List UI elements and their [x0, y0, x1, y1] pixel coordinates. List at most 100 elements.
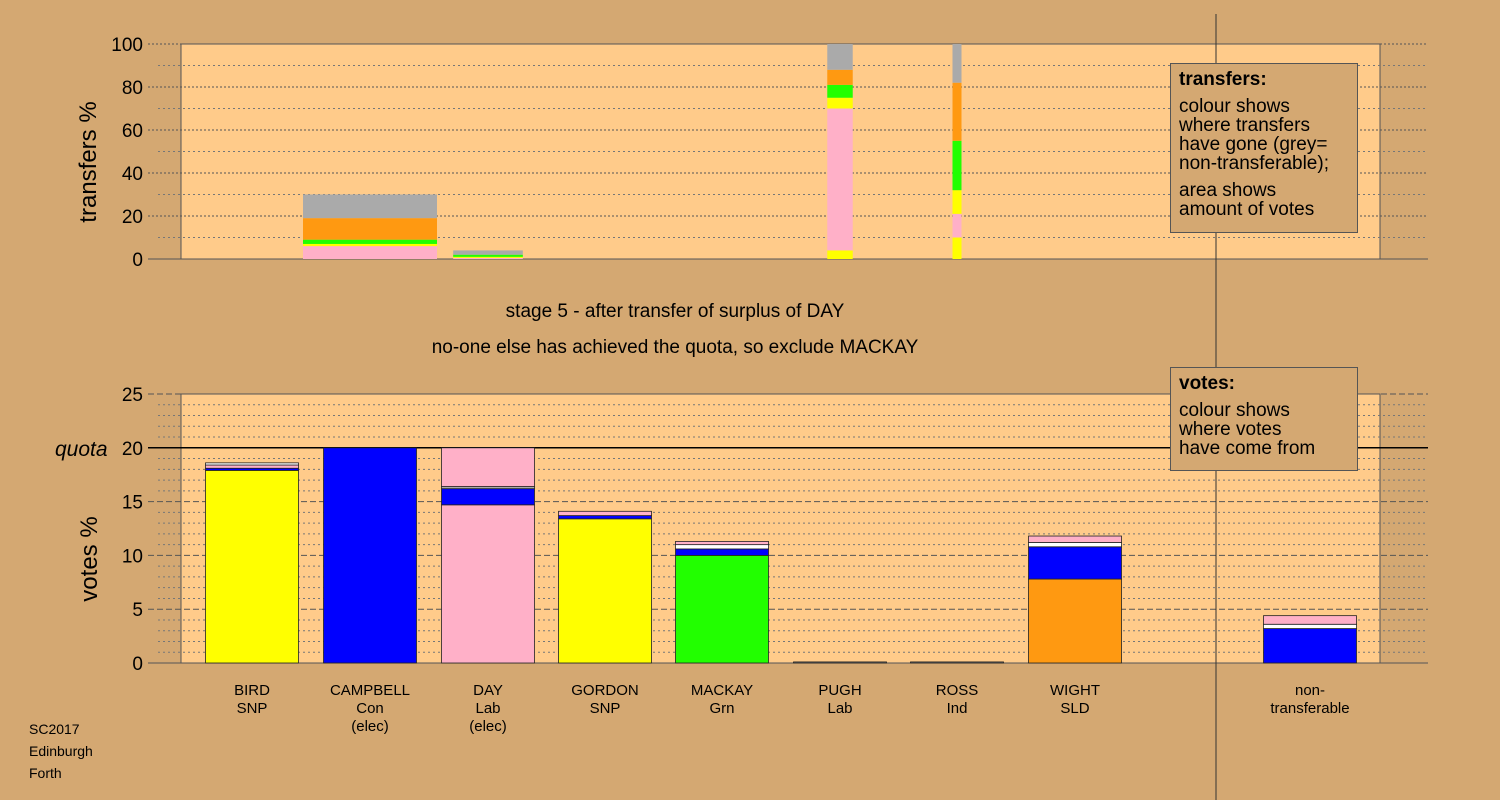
vote-bar-segment [558, 518, 652, 664]
vote-bar-segment [675, 548, 769, 556]
quota-label: quota [55, 438, 108, 461]
transfer-bar-segment [303, 243, 437, 247]
vote-bar-segment [675, 555, 769, 664]
legend-text: where transfers [1179, 115, 1310, 136]
vote-bar-segment [441, 447, 535, 487]
election-footer: SC2017 Edinburgh Forth [29, 718, 93, 784]
vote-bar-segment [205, 469, 299, 664]
candidate-status: (elec) [469, 718, 507, 735]
top-y-axis-label: transfers % [75, 101, 102, 223]
vote-bar-segment [205, 464, 299, 469]
candidate-label: CAMPBELL Con (elec) [315, 682, 425, 736]
transfer-bar-segment [952, 44, 962, 83]
vote-bar-segment [1028, 546, 1122, 580]
candidate-name: MACKAY [690, 682, 754, 699]
transfers-y-tick-label: 20 [122, 207, 143, 228]
transfer-bar-segment [952, 190, 962, 214]
vote-bar-segment [675, 541, 769, 546]
transfers-y-tick-label: 100 [111, 35, 143, 56]
transfer-bar-segment [453, 257, 523, 259]
footer-line: Edinburgh [29, 743, 93, 759]
candidate-party: Lab [827, 700, 853, 717]
transfer-bar-segment [827, 108, 853, 251]
transfer-bar-segment [827, 69, 853, 85]
legend-text: colour shows [1179, 96, 1290, 117]
stage-caption: stage 5 - after transfer of surplus of D… [505, 301, 845, 322]
candidate-name: DAY [473, 682, 503, 699]
transfers-y-tick-label: 60 [122, 121, 143, 142]
candidate-label: non-transferable [1255, 682, 1365, 718]
footer-line: Forth [29, 765, 62, 781]
vote-bar-segment [1028, 535, 1122, 543]
transfers-y-tick-label: 80 [122, 78, 143, 99]
vote-bar-segment [1263, 623, 1357, 629]
legend-text: area shows [1179, 180, 1277, 201]
vote-bar-segment [1028, 578, 1122, 664]
candidate-label: MACKAY Grn [667, 682, 777, 718]
transfer-bar-segment [453, 254, 523, 257]
votes-y-tick-label: 0 [132, 654, 143, 675]
transfer-bar-segment [827, 44, 853, 70]
vote-bar-segment [1263, 628, 1357, 664]
vote-bar-segment [675, 544, 769, 550]
candidate-label: WIGHT SLD [1020, 682, 1130, 718]
transfers-legend-title: transfers: [1179, 69, 1267, 90]
candidate-name: non- [1294, 682, 1326, 699]
transfers-y-tick-label: 40 [122, 164, 143, 185]
candidate-label: GORDON SNP [550, 682, 660, 718]
candidate-label: ROSS Ind [902, 682, 1012, 718]
candidate-name: PUGH [818, 682, 862, 699]
legend-text: have come from [1179, 438, 1316, 459]
votes-legend: votes: colour shows where votes have com… [1170, 367, 1358, 471]
transfer-bar-segment [303, 218, 437, 240]
candidate-party: Grn [709, 700, 735, 717]
candidate-label: DAY Lab (elec) [433, 682, 543, 736]
footer-line: SC2017 [29, 721, 80, 737]
transfer-bar-segment [827, 97, 853, 109]
transfer-bar-segment [303, 239, 437, 244]
candidate-status: (elec) [351, 718, 389, 735]
votes-legend-title: votes: [1179, 373, 1235, 394]
vote-bar-segment [558, 510, 652, 516]
votes-y-tick-label: 5 [132, 600, 143, 621]
candidate-name: CAMPBELL [329, 682, 411, 699]
candidate-label: PUGH Lab [785, 682, 895, 718]
transfer-bar-segment [303, 246, 437, 259]
candidate-party: SLD [1060, 700, 1090, 717]
legend-text: non-transferable); [1179, 153, 1329, 174]
candidate-party: SNP [236, 700, 268, 717]
legend-text: have gone (grey= [1179, 134, 1328, 155]
candidate-label: BIRD SNP [197, 682, 307, 718]
legend-text: colour shows [1179, 400, 1290, 421]
vote-bar-segment [1263, 615, 1357, 625]
transfer-bar-segment [827, 250, 853, 259]
transfer-bar-segment [303, 194, 437, 219]
transfer-bar-segment [453, 256, 523, 258]
candidate-name: GORDON [571, 682, 639, 699]
vote-bar-segment [205, 462, 299, 466]
candidate-party: Con [356, 700, 384, 717]
candidate-party: Lab [475, 700, 501, 717]
legend-text: amount of votes [1179, 199, 1315, 220]
candidate-party: Ind [946, 700, 968, 717]
transfer-bar-segment [827, 84, 853, 98]
votes-y-tick-label: 10 [122, 546, 143, 567]
votes-y-tick-label: 25 [122, 385, 143, 406]
vote-bar-segment [441, 488, 535, 506]
vote-bar-segment [910, 661, 1004, 664]
candidate-name: BIRD [234, 682, 270, 699]
vote-bar-segment [323, 447, 417, 664]
candidate-party: transferable [1270, 700, 1350, 717]
transfer-bar-segment [952, 213, 962, 238]
vote-bar-segment [1028, 542, 1122, 548]
votes-y-tick-label: 15 [122, 493, 143, 514]
transfers-y-tick-label: 0 [132, 250, 143, 271]
vote-bar-segment [793, 661, 887, 664]
transfer-bar-segment [952, 140, 962, 191]
votes-y-tick-label: 20 [122, 439, 143, 460]
exclusion-caption: no-one else has achieved the quota, so e… [431, 337, 919, 358]
vote-bar-segment [558, 515, 652, 520]
transfer-bar-segment [952, 82, 962, 141]
transfers-legend: transfers: colour shows where transfers … [1170, 63, 1358, 233]
bottom-y-axis-label: votes % [76, 516, 103, 602]
